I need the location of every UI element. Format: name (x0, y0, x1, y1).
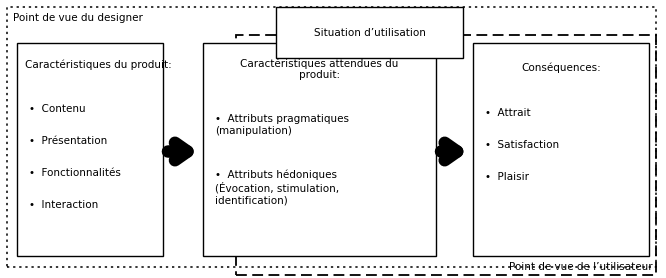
Text: •  Attrait: • Attrait (485, 108, 531, 118)
Text: Caractéristiques du produit:: Caractéristiques du produit: (25, 60, 172, 70)
Text: Point de vue du designer: Point de vue du designer (13, 13, 143, 23)
Bar (203, 43, 436, 256)
Text: •  Attributs hédoniques
(Évocation, stimulation,
identification): • Attributs hédoniques (Évocation, stimu… (215, 170, 339, 205)
Bar (17, 43, 163, 256)
Text: •  Interaction: • Interaction (29, 200, 98, 210)
Text: •  Présentation: • Présentation (29, 136, 107, 146)
Text: Point de vue de l’utilisateur: Point de vue de l’utilisateur (509, 262, 653, 272)
Bar (473, 43, 649, 256)
Text: •  Fonctionnalités: • Fonctionnalités (29, 168, 121, 178)
Text: Conséquences:: Conséquences: (521, 63, 601, 73)
Text: Situation d’utilisation: Situation d’utilisation (314, 28, 426, 38)
Bar (236, 35, 656, 275)
Text: •  Contenu: • Contenu (29, 104, 85, 114)
Text: Caractéristiques attendues du
produit:: Caractéristiques attendues du produit: (240, 58, 399, 80)
Text: •  Plaisir: • Plaisir (485, 172, 529, 182)
Text: •  Satisfaction: • Satisfaction (485, 140, 559, 150)
Text: •  Attributs pragmatiques
(manipulation): • Attributs pragmatiques (manipulation) (215, 114, 349, 136)
Bar (276, 7, 463, 58)
